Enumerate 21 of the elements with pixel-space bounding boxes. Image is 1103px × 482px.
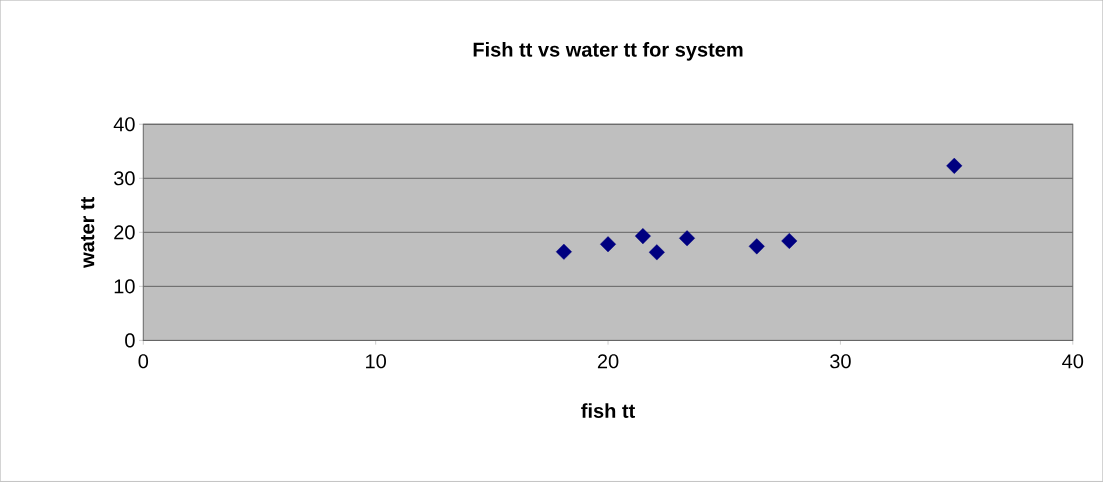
- point: [748, 238, 765, 255]
- y-tick-label: 30: [113, 171, 135, 186]
- point: [679, 230, 696, 247]
- chart-title: Fish tt vs water tt for system: [473, 42, 743, 61]
- point: [781, 233, 798, 250]
- x-tick-label: 30: [830, 354, 851, 369]
- point: [946, 158, 963, 175]
- y-tick-label: 0: [125, 333, 135, 348]
- x-tick-label: 40: [1062, 354, 1084, 369]
- point: [634, 228, 651, 245]
- x-tick-label: 20: [597, 354, 619, 369]
- y-tick-label: 40: [113, 117, 135, 132]
- point: [600, 236, 617, 253]
- x-axis-title: fish tt: [581, 403, 636, 419]
- y-tick-label: 20: [114, 225, 135, 240]
- point: [648, 244, 665, 261]
- x-tick-label: 0: [138, 354, 149, 369]
- point: [555, 243, 572, 260]
- y-axis-title: water tt: [81, 197, 95, 269]
- x-tick-label: 10: [366, 354, 386, 369]
- y-tick-label: 10: [114, 279, 135, 294]
